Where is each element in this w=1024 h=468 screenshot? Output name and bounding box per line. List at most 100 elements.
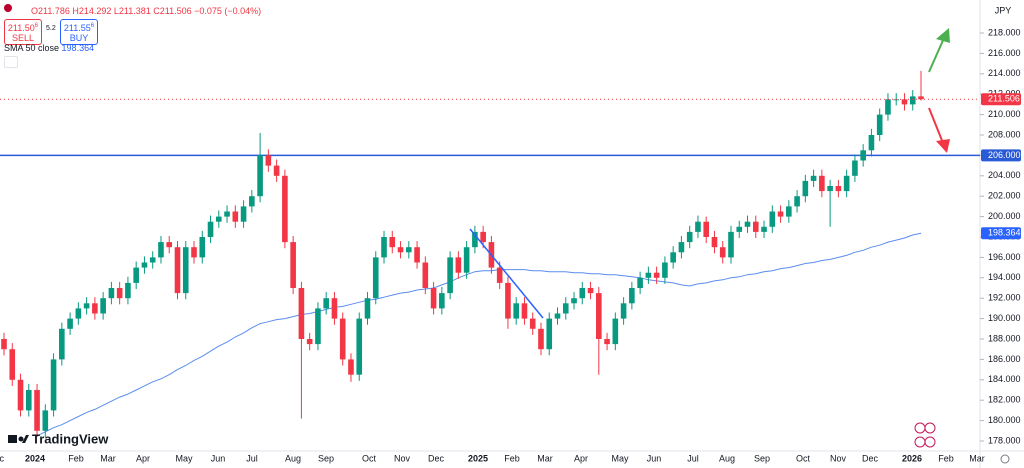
- candle-body: [637, 277, 643, 288]
- x-tick-label: Feb: [938, 453, 954, 463]
- candle-body: [182, 247, 189, 294]
- trend-line: [469, 228, 544, 319]
- candle-body: [389, 237, 396, 248]
- x-tick-label: Jun: [211, 453, 226, 463]
- candle-body: [554, 313, 561, 319]
- x-tick-label: Oct: [362, 453, 377, 463]
- x-tick-label: Oct: [796, 453, 811, 463]
- candle-body: [339, 318, 346, 360]
- candle-body: [381, 237, 387, 258]
- settings-icon[interactable]: [1000, 454, 1010, 464]
- candle-body: [9, 349, 16, 380]
- candle-body: [273, 165, 280, 176]
- candle-body: [571, 298, 577, 304]
- candle-body: [480, 231, 486, 243]
- y-tick-label: 186.000: [988, 354, 1021, 364]
- candle-body: [249, 196, 255, 207]
- y-tick-label: 208.000: [988, 129, 1021, 139]
- candle-body: [406, 247, 412, 253]
- price-tag-label: 206.000: [988, 150, 1021, 160]
- candle-body: [794, 196, 800, 207]
- candle-body: [439, 293, 445, 309]
- candle-body: [149, 257, 156, 263]
- buy-button[interactable]: 211.556 BUY: [60, 19, 98, 45]
- x-tick-label: Sep: [318, 453, 334, 463]
- sma-tag: [981, 227, 1021, 240]
- candle-body: [752, 221, 759, 232]
- logo: [8, 435, 29, 443]
- candle-body: [703, 221, 710, 237]
- y-tick-label: 210.000: [988, 109, 1021, 119]
- y-tick-label: 192.000: [988, 293, 1021, 303]
- candle-body: [191, 247, 197, 258]
- x-tick-label: May: [611, 453, 629, 463]
- sell-button[interactable]: 211.506 SELL: [4, 19, 42, 45]
- candle-body: [17, 379, 24, 411]
- x-tick-label: Mar: [969, 453, 985, 463]
- x-tick-label: Feb: [504, 453, 520, 463]
- candle-body: [331, 298, 338, 319]
- candle-body: [835, 186, 842, 192]
- candle-body: [777, 211, 784, 217]
- candle-body: [546, 318, 553, 350]
- candle-body: [472, 231, 478, 248]
- x-tick-label: Aug: [719, 453, 735, 463]
- x-tick-label: Sep: [754, 453, 770, 463]
- brand: TradingView: [32, 431, 109, 446]
- candle-body: [158, 242, 164, 258]
- y-tick-label: 178.000: [988, 435, 1021, 445]
- candle-body: [224, 211, 230, 217]
- candle-body: [885, 99, 891, 115]
- candle-body: [83, 303, 90, 309]
- toolbar-icons[interactable]: [914, 422, 936, 448]
- candle-body: [868, 135, 875, 151]
- flag-icon: [4, 4, 12, 12]
- ohlc: O211.786 H214.292 L211.381 C211.506 −0.0…: [31, 6, 262, 16]
- sma-tag-label: 198.364: [988, 228, 1021, 238]
- candle-body: [686, 231, 693, 243]
- candle-body: [414, 247, 420, 263]
- candle-body: [116, 288, 123, 299]
- buy-pip: 6: [90, 23, 95, 29]
- candle-body: [562, 303, 569, 314]
- candle-body: [42, 410, 49, 431]
- x-tick-label: Aug: [285, 453, 301, 463]
- sma-value: 198.364: [61, 43, 95, 53]
- candle-body: [538, 328, 544, 350]
- x-tick-label: Jul: [246, 453, 258, 463]
- y-tick-label: 216.000: [988, 48, 1021, 58]
- candle-body: [893, 99, 900, 101]
- candle-body: [876, 114, 883, 135]
- candle-body: [728, 231, 734, 258]
- candle-body: [695, 221, 701, 232]
- candle-body: [496, 267, 503, 283]
- buy-price: 211.55: [63, 23, 91, 33]
- currency[interactable]: JPY: [995, 5, 1012, 15]
- sell-pip: 6: [34, 23, 39, 29]
- candle-body: [447, 257, 453, 294]
- down-arrow: [928, 107, 950, 153]
- candle-body: [50, 359, 57, 411]
- candle-body: [290, 242, 296, 288]
- candle-body: [711, 237, 718, 248]
- buy-label: BUY: [69, 33, 89, 43]
- candle-body: [59, 328, 65, 360]
- candle-body: [306, 339, 313, 345]
- candle-body: [1, 339, 7, 350]
- up-arrow: [928, 28, 950, 73]
- candle-body: [901, 99, 908, 105]
- candle-body: [819, 175, 825, 192]
- candle-body: [579, 288, 586, 299]
- candle-body: [761, 226, 767, 232]
- candle-body: [215, 216, 222, 222]
- candle-body: [108, 288, 115, 299]
- x-tick-label: Jul: [687, 453, 699, 463]
- collapse-button[interactable]: [4, 56, 18, 68]
- candle-body: [372, 257, 379, 299]
- candle-body: [529, 318, 536, 329]
- x-tick-label: Feb: [68, 453, 84, 463]
- sma-name: SMA 50 close: [4, 43, 60, 53]
- y-tick-label: 184.000: [988, 374, 1021, 384]
- x-tick-label: Jun: [647, 453, 662, 463]
- candle-body: [100, 298, 106, 314]
